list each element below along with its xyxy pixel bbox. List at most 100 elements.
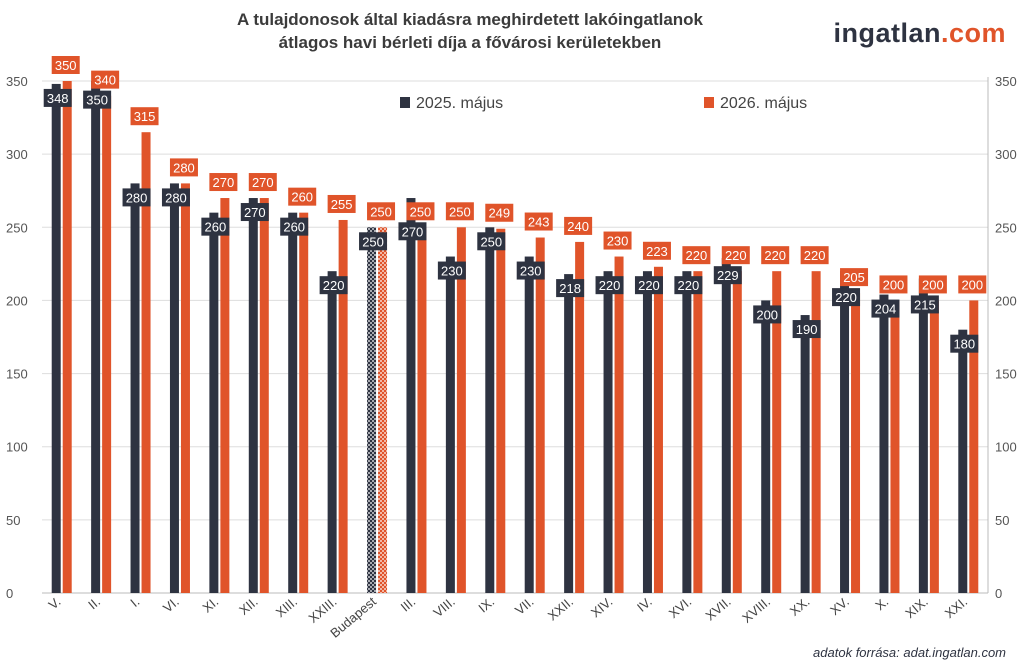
data-label-2026-box [564, 216, 593, 235]
data-label-2026: 260 [291, 190, 313, 205]
y-tick-label-right: 100 [995, 440, 1017, 455]
data-label-2026: 230 [607, 234, 629, 249]
chart-title: A tulajdonosok által kiadásra meghirdete… [180, 8, 760, 54]
data-label-2026-box [840, 268, 869, 287]
bar-2026 [102, 95, 112, 593]
data-label-2026: 220 [764, 248, 786, 263]
data-label-2025-box [792, 320, 821, 339]
data-label-2026: 223 [646, 244, 668, 259]
data-label-2025-box [556, 279, 585, 298]
data-label-2025: 229 [717, 268, 739, 283]
x-tick-label: XII. [236, 594, 261, 618]
data-label-2026-box [918, 275, 947, 294]
bar-2025 [91, 81, 101, 593]
x-tick-label: XIX. [902, 594, 930, 621]
bar-2025 [406, 198, 416, 593]
data-label-2025-box [398, 222, 427, 241]
data-label-2025: 190 [796, 322, 818, 337]
x-tick-label: XXI. [942, 594, 970, 621]
bar-2026 [693, 271, 703, 593]
x-tick-label: V. [45, 594, 63, 613]
x-tick-label: IV. [634, 594, 655, 615]
brand-logo: ingatlan.com [833, 18, 1006, 49]
bar-2025 [130, 183, 140, 593]
data-label-2026: 250 [449, 204, 471, 219]
data-label-2026-box [682, 246, 711, 265]
data-label-2025: 280 [165, 190, 187, 205]
data-label-2025: 230 [441, 264, 463, 279]
data-label-2025-box [122, 188, 151, 207]
data-label-2026: 200 [922, 277, 944, 292]
bar-2026 [732, 271, 742, 593]
x-tick-label: XVI. [666, 594, 694, 621]
x-tick-label: XIV. [588, 594, 616, 621]
data-label-2025: 220 [835, 290, 857, 305]
bar-2025 [682, 271, 692, 593]
x-tick-label: X. [872, 594, 891, 613]
x-tick-label: III. [398, 594, 419, 615]
data-label-2026: 270 [213, 175, 235, 190]
data-label-2025-box [161, 188, 190, 207]
bar-2026 [969, 300, 979, 593]
bar-2025 [564, 274, 574, 593]
data-label-2025: 220 [678, 278, 700, 293]
y-tick-label-right: 350 [995, 74, 1017, 89]
data-label-2025: 200 [756, 307, 778, 322]
data-label-2026-box [91, 70, 120, 89]
data-label-2025-box [359, 232, 388, 251]
chart-title-line2: átlagos havi bérleti díja a fővárosi ker… [278, 33, 662, 52]
data-label-2025: 220 [599, 278, 621, 293]
data-label-2025: 280 [126, 190, 148, 205]
data-label-2026-box [51, 56, 80, 74]
bar-2025 [327, 271, 337, 593]
data-label-2026: 250 [370, 204, 392, 219]
bar-2026 [259, 198, 269, 593]
data-label-2026: 315 [134, 109, 156, 124]
x-tick-label: VIII. [430, 594, 457, 620]
data-label-2025-box [437, 261, 466, 280]
data-label-2025: 250 [362, 234, 384, 249]
data-label-2026: 340 [94, 73, 116, 88]
data-label-2025: 220 [638, 278, 660, 293]
x-tick-label: I. [127, 594, 142, 610]
bar-2026 [180, 183, 190, 593]
x-tick-label: XX. [787, 594, 813, 619]
data-label-2025: 180 [953, 337, 975, 352]
brand-logo-part2: .com [940, 18, 1006, 48]
data-label-2025: 270 [244, 205, 266, 220]
bar-2026 [653, 266, 663, 593]
bar-2025 [879, 294, 889, 593]
data-label-2025-box [477, 232, 506, 251]
data-label-2025-box [240, 203, 269, 222]
x-tick-label: XIII. [273, 594, 300, 620]
bar-2026 [456, 227, 466, 594]
bar-2026 [929, 300, 939, 593]
data-label-2026-box [406, 202, 435, 221]
data-label-2026-box [524, 212, 553, 231]
bar-2025 [485, 227, 495, 594]
data-label-2026-box [248, 173, 277, 192]
legend-label-2026: 2026. május [720, 95, 807, 112]
data-label-2026: 250 [410, 204, 432, 219]
bar-2025 [840, 271, 850, 593]
x-tick-label: XVIII. [739, 594, 773, 626]
bar-2025 [51, 83, 61, 593]
data-label-2026-box [209, 173, 238, 192]
brand-logo-part1: ingatlan [833, 18, 941, 48]
data-label-2025-box [280, 217, 309, 236]
data-label-2025-box [871, 299, 900, 318]
data-label-2026: 240 [567, 219, 589, 234]
data-source-note: adatok forrása: adat.ingatlan.com [813, 645, 1006, 660]
x-tick-label: XVII. [702, 594, 733, 624]
x-tick-label: XI. [199, 594, 221, 616]
x-tick-label: XXII. [545, 594, 576, 624]
data-label-2026: 249 [488, 206, 510, 221]
data-label-2025-box [753, 305, 782, 324]
bar-2025 [248, 198, 258, 593]
data-label-2025: 215 [914, 297, 936, 312]
bar-2025 [603, 271, 613, 593]
bar-2026 [614, 256, 624, 593]
y-tick-label-right: 200 [995, 293, 1017, 308]
data-label-2026-box [130, 107, 159, 126]
bar-2025 [524, 256, 534, 593]
